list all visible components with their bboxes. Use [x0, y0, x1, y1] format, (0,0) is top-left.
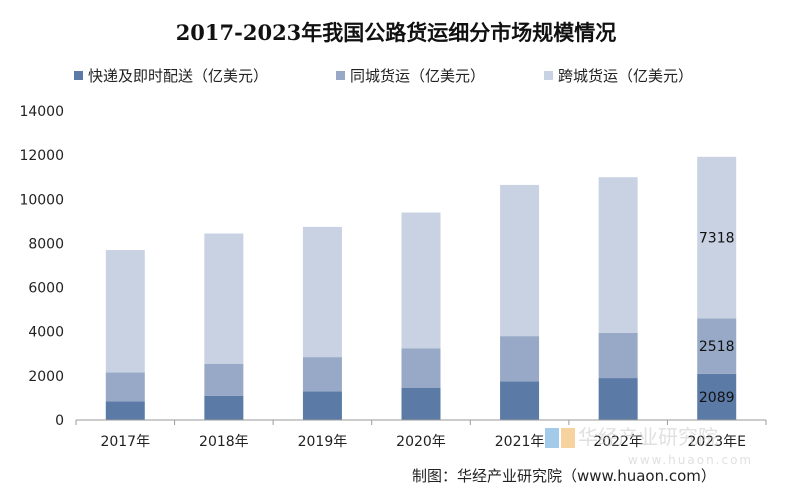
x-tick-label-5: 2022年 — [593, 434, 643, 450]
watermark-url: www.huaon.com — [628, 453, 753, 467]
bars — [105, 156, 737, 420]
bar-1-4 — [500, 336, 540, 382]
y-tick-label-1: 2000 — [28, 369, 64, 385]
y-tick-label-6: 12000 — [19, 148, 64, 164]
bar-0-1 — [204, 395, 244, 420]
legend-swatch-0 — [74, 71, 83, 80]
bar-2-3 — [401, 212, 441, 349]
x-tick-label-1: 2018年 — [199, 434, 249, 450]
bar-2-5 — [598, 177, 638, 333]
bar-0-6 — [697, 373, 737, 420]
x-tick-label-4: 2021年 — [495, 434, 545, 450]
legend-swatch-2 — [544, 71, 553, 80]
bar-0-4 — [500, 381, 540, 420]
bar-2-1 — [204, 233, 244, 364]
bar-0-3 — [401, 387, 441, 420]
source-note: 制图：华经产业研究院（www.huaon.com） — [412, 467, 716, 485]
y-tick-label-7: 14000 — [19, 104, 64, 120]
bar-2-4 — [500, 184, 540, 337]
bar-2-6 — [697, 156, 737, 319]
bar-1-0 — [105, 372, 145, 402]
legend-swatch-1 — [336, 71, 345, 80]
y-tick-label-5: 10000 — [19, 192, 64, 208]
y-tick-label-0: 0 — [55, 413, 64, 429]
watermark-brand: 华经产业研究院 — [578, 425, 718, 449]
bar-2-0 — [105, 250, 145, 373]
watermark-logo: 华经产业研究院 www.huaon.com — [545, 425, 753, 467]
y-tick-label-2: 4000 — [28, 325, 64, 341]
data-label-1: 2518 — [699, 339, 735, 355]
data-label-0: 2089 — [699, 390, 735, 406]
bar-1-3 — [401, 348, 441, 388]
bar-0-5 — [598, 378, 638, 420]
x-axis: 2017年 2018年 2019年 2020年 2021年 2022年 2023年E — [75, 419, 767, 450]
bar-2-2 — [302, 226, 342, 358]
legend-label-1: 同城货运（亿美元） — [350, 67, 485, 85]
y-tick-label-3: 6000 — [28, 281, 64, 297]
chart-title: 2017-2023年我国公路货运细分市场规模情况 — [176, 20, 617, 45]
legend: 快递及即时配送（亿美元） 同城货运（亿美元） 跨城货运（亿美元） — [74, 67, 693, 85]
bar-1-2 — [302, 357, 342, 392]
bar-0-0 — [105, 401, 145, 420]
bar-1-1 — [204, 363, 244, 396]
data-label-2: 7318 — [699, 231, 735, 247]
legend-label-0: 快递及即时配送（亿美元） — [88, 67, 268, 85]
legend-label-2: 跨城货运（亿美元） — [558, 67, 693, 85]
bar-1-6 — [697, 318, 737, 374]
data-labels: 2089 2518 7318 — [699, 231, 735, 406]
y-axis: 0 2000 4000 6000 8000 10000 12000 14000 — [19, 104, 64, 429]
bar-0-2 — [302, 391, 342, 420]
x-tick-label-0: 2017年 — [100, 434, 150, 450]
x-tick-label-2: 2019年 — [298, 434, 348, 450]
x-tick-label-6: 2023年E — [687, 434, 745, 450]
bar-1-5 — [598, 332, 638, 379]
y-tick-label-4: 8000 — [28, 236, 64, 252]
x-tick-label-3: 2020年 — [396, 434, 446, 450]
